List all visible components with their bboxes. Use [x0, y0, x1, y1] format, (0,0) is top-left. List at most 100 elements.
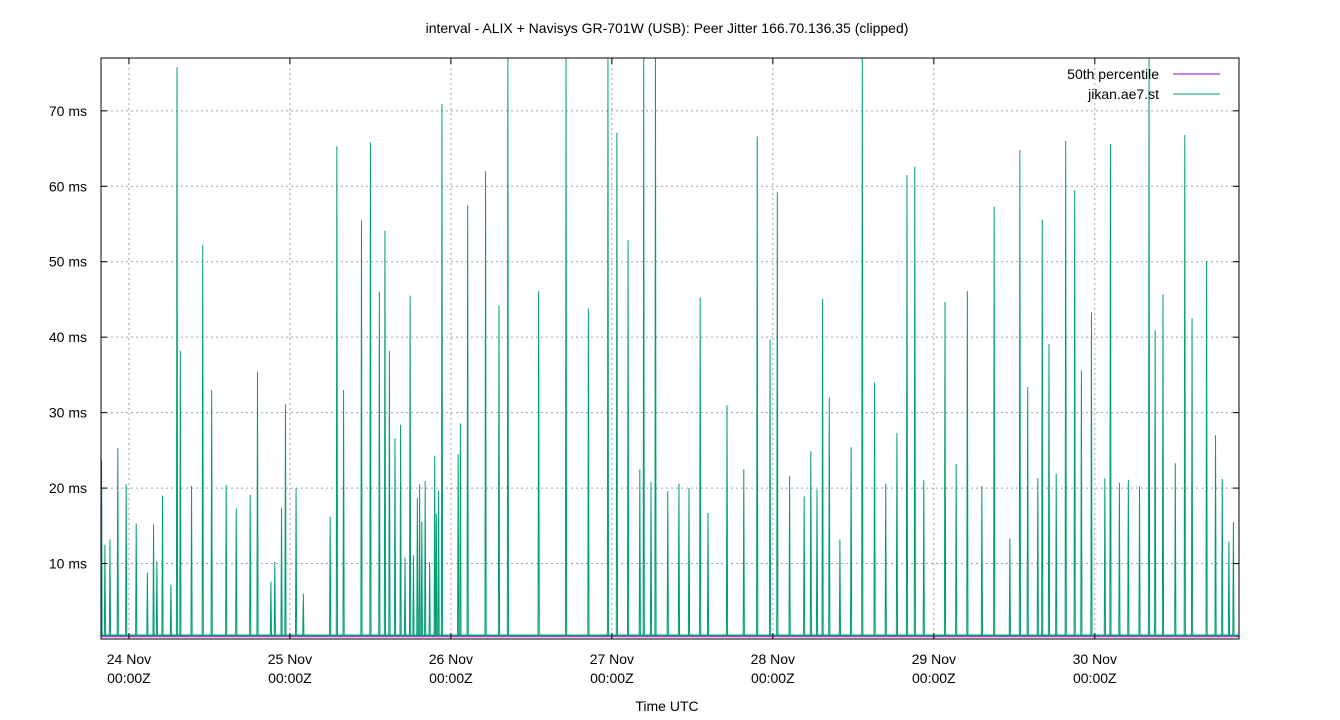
jitter-spike	[135, 523, 138, 636]
jitter-spike	[360, 220, 363, 636]
jitter-spike	[428, 562, 431, 636]
jitter-spike	[873, 382, 876, 636]
jitter-spike	[1090, 312, 1093, 636]
jitter-spike	[768, 339, 772, 636]
jitter-spike	[788, 476, 791, 636]
jitter-spike	[1036, 478, 1039, 636]
jitter-spike	[821, 298, 824, 636]
jitter-spike	[1041, 219, 1044, 636]
jitter-spike	[235, 508, 238, 636]
jitter-spike	[1174, 463, 1177, 636]
jitter-spike	[1103, 478, 1106, 636]
legend-label: jikan.ae7.st	[1087, 86, 1159, 102]
jitter-spike	[687, 488, 691, 636]
jitter-spike	[922, 479, 925, 636]
x-tick-label-date: 27 Nov	[590, 651, 634, 667]
jitter-spike	[803, 496, 806, 636]
x-tick-label-date: 28 Nov	[751, 651, 795, 667]
jitter-spike	[497, 305, 501, 636]
jitter-spike	[1138, 486, 1141, 636]
jitter-spike	[809, 451, 812, 636]
jitter-spike	[1205, 260, 1208, 636]
jitter-spike	[284, 404, 287, 636]
jitter-spike	[155, 561, 158, 636]
jitter-spike	[103, 544, 107, 636]
series-layer	[100, 57, 1239, 638]
jitter-spike	[980, 485, 983, 636]
jitter-spike	[1161, 294, 1165, 636]
jitter-spike	[459, 423, 462, 636]
x-tick-label-date: 24 Nov	[107, 651, 151, 667]
jitter-spike	[393, 438, 397, 636]
jitter-spike	[179, 350, 182, 636]
jitter-spike	[294, 488, 298, 636]
jitter-spike	[342, 389, 345, 636]
jitter-spike	[1183, 134, 1186, 636]
x-tick-label-time: 00:00Z	[1073, 670, 1117, 686]
jitter-spike	[416, 497, 419, 636]
jitter-spike	[849, 447, 853, 636]
jitter-spike	[677, 483, 681, 636]
jitter-spike	[249, 494, 252, 636]
jitter-spike	[1047, 343, 1051, 636]
x-axis: 24 Nov 00:00Z 25 Nov 00:00Z 26 Nov 00:00Z 27 N…	[107, 58, 1117, 686]
jitter-spike	[335, 146, 338, 636]
jitter-spike	[302, 593, 305, 636]
jitter-spike	[424, 481, 427, 636]
jitter-spike	[537, 291, 540, 636]
jitter-spike	[225, 485, 228, 636]
jitter-spike	[269, 581, 273, 636]
jitter-spike	[626, 239, 630, 636]
jitter-spike	[440, 104, 444, 636]
jitter-spike	[457, 454, 460, 636]
x-tick-label-date: 25 Nov	[268, 651, 312, 667]
jitter-spike	[615, 132, 619, 636]
jitter-spike	[1026, 386, 1029, 636]
jitter-spike	[884, 483, 887, 636]
x-tick-label-date: 30 Nov	[1073, 651, 1117, 667]
jitter-spike	[399, 424, 402, 636]
jitter-spike	[1055, 473, 1058, 636]
jitter-spike	[280, 507, 283, 636]
jitter-spike	[125, 484, 128, 636]
jitter-spike	[943, 301, 947, 636]
jitter-spike	[699, 297, 702, 636]
jitter-spike	[210, 389, 213, 636]
jitter-spike	[201, 245, 204, 636]
jitter-spike	[706, 512, 710, 636]
x-tick-label-time: 00:00Z	[429, 670, 473, 686]
jitter-spike	[666, 491, 669, 636]
jitter-spike	[108, 539, 112, 636]
jitter-spike	[435, 513, 438, 636]
y-tick-label: 50 ms	[49, 254, 87, 270]
jitter-spike	[484, 171, 487, 636]
jitter-spike	[1127, 479, 1130, 636]
jitter-spike	[388, 350, 391, 636]
jitter-spike	[190, 485, 193, 636]
jitter-spike	[369, 142, 372, 636]
jitter-spike	[256, 371, 259, 636]
x-tick-label-time: 00:00Z	[268, 670, 312, 686]
jitter-spike	[1154, 330, 1157, 636]
jitter-spike	[895, 433, 899, 636]
y-tick-label: 10 ms	[49, 556, 87, 572]
jitter-spike	[1109, 144, 1112, 636]
jitter-spike	[776, 192, 779, 636]
jitter-spike	[146, 572, 149, 636]
jitter-spike	[993, 206, 996, 636]
x-tick-label-time: 00:00Z	[590, 670, 634, 686]
jitter-spike	[1214, 435, 1217, 636]
jitter-spike	[1232, 522, 1235, 636]
jitter-spike	[1064, 140, 1067, 636]
jitter-spike	[1073, 190, 1076, 636]
legend: 50th percentile jikan.ae7.st	[1067, 66, 1220, 102]
x-tick-label-time: 00:00Z	[751, 670, 795, 686]
jitter-spike	[815, 489, 819, 636]
jitter-spike	[161, 495, 164, 636]
y-tick-label: 60 ms	[49, 178, 87, 194]
jitter-spike	[437, 490, 440, 636]
jitter-spike	[403, 557, 407, 636]
jitter-spike	[1227, 541, 1231, 636]
jitter-spike	[408, 295, 412, 636]
